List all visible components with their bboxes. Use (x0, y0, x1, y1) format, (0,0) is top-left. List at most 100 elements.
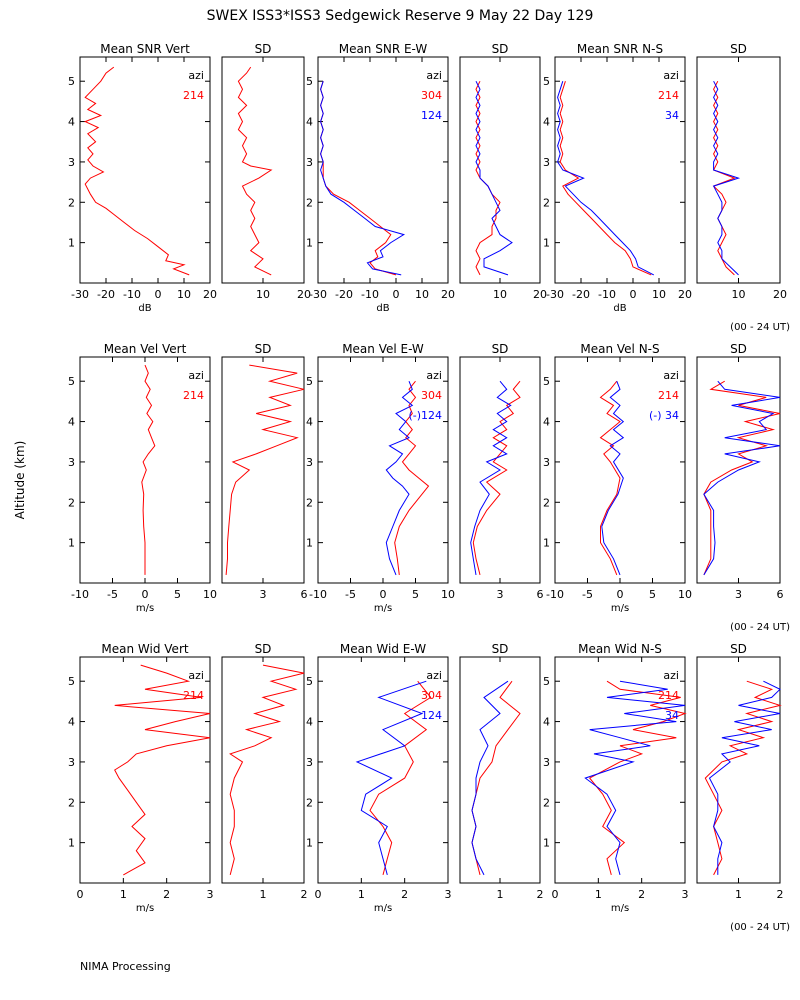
y-tick-label: 3 (68, 156, 75, 169)
y-tick-label: 1 (68, 537, 75, 550)
series-line-(-) 34 (601, 381, 625, 576)
panel-title: Mean Wid E-W (340, 642, 426, 656)
y-tick-label: 3 (306, 456, 313, 469)
series-line-214 (237, 66, 273, 276)
y-tick-label: 5 (306, 675, 313, 688)
panel-2-0: Mean Wid Vert 0 1 2 3 1 2 3 4 5 m/s azi 214 (68, 642, 214, 914)
y-tick-label: 1 (306, 237, 313, 250)
y-tick-label: 2 (543, 496, 550, 509)
legend-entry: (-)124 (408, 409, 442, 422)
x-tick-label: 1 (497, 888, 504, 901)
x-tick-label: 10 (441, 588, 455, 601)
panel-0-2: Mean SNR E-W -30 -20 -10 0 10 20 1 2 3 4 5 dB azi 304 1… (306, 42, 455, 314)
x-tick-label: 20 (203, 288, 217, 301)
panel-0-1: SD 10 20 (221, 42, 311, 301)
y-tick-label: 4 (543, 716, 550, 729)
panel-title: SD (255, 642, 272, 656)
panel-frame (221, 56, 305, 284)
series-line-214 (229, 664, 305, 876)
x-axis-label: m/s (136, 603, 154, 614)
panel-title: Mean Wid N-S (578, 642, 662, 656)
y-tick-label: 1 (68, 237, 75, 250)
x-tick-label: 0 (380, 588, 387, 601)
x-tick-label: 0 (315, 888, 322, 901)
series-line-214 (599, 380, 621, 576)
x-axis-label: m/s (611, 903, 629, 914)
legend-entry: 34 (665, 109, 679, 122)
panel-title: SD (255, 342, 272, 356)
x-tick-label: 6 (777, 588, 784, 601)
series-line-214 (225, 364, 305, 575)
x-tick-label: 2 (638, 888, 645, 901)
y-tick-label: 4 (68, 416, 75, 429)
y-tick-label: 3 (306, 756, 313, 769)
x-tick-label: 2 (401, 888, 408, 901)
panel-0-0: Mean SNR Vert -30 -20 -10 0 10 20 1 2 3 4 5 dB azi 214 (68, 42, 217, 314)
y-tick-label: 3 (68, 456, 75, 469)
x-tick-label: 20 (533, 288, 547, 301)
legend-entry: 214 (658, 89, 679, 102)
panel-2-1: SD 1 2 (221, 642, 308, 901)
series-line-34 (712, 80, 741, 276)
y-tick-label: 4 (306, 416, 313, 429)
series-line-214 (712, 80, 736, 276)
series-line-124 (470, 380, 512, 575)
panel-1-5: SD 3 6 (696, 342, 784, 601)
panel-1-4: Mean Vel N-S -10 -5 0 5 10 1 2 3 4 5 m/s azi 214 (-) 3… (543, 342, 692, 614)
panel-frame (696, 56, 781, 284)
series-line-34 (584, 680, 686, 876)
legend-entry: 304 (421, 389, 442, 402)
panel-1-1: SD 3 6 (221, 342, 308, 601)
panel-title: SD (730, 42, 747, 56)
y-tick-label: 3 (543, 456, 550, 469)
panel-1-3: SD 3 6 (459, 342, 544, 601)
x-tick-label: 10 (493, 288, 507, 301)
x-tick-label: 0 (77, 888, 84, 901)
legend-entry: 214 (183, 389, 204, 402)
y-tick-label: 5 (306, 75, 313, 88)
panel-0-3: SD 10 20 (459, 42, 547, 301)
series-line-304 (320, 81, 397, 276)
panel-title: Mean SNR N-S (577, 42, 663, 56)
x-tick-label: 1 (260, 888, 267, 901)
series-line-34 (708, 680, 781, 875)
y-tick-label: 4 (306, 716, 313, 729)
panel-0-5: SD 10 20 (696, 42, 787, 301)
x-tick-label: 2 (163, 888, 170, 901)
y-tick-label: 3 (543, 156, 550, 169)
x-tick-label: 0 (393, 288, 400, 301)
figure-title: SWEX ISS3*ISS3 Sedgewick Reserve 9 May 2… (207, 8, 594, 24)
x-tick-label: -10 (309, 588, 327, 601)
x-tick-label: -5 (582, 588, 593, 601)
x-tick-label: 5 (649, 588, 656, 601)
x-tick-label: 2 (301, 888, 308, 901)
y-tick-label: 1 (68, 837, 75, 850)
panel-0-4: Mean SNR N-S-30 -20 -10 0 10 2012345dBazi2143… (543, 42, 692, 314)
legend-entry: (-) 34 (649, 409, 679, 422)
y-tick-label: 5 (306, 375, 313, 388)
legend-entry: 214 (658, 389, 679, 402)
panel-title: Mean Vel Vert (104, 342, 187, 356)
y-tick-label: 1 (543, 837, 550, 850)
y-tick-label: 5 (543, 675, 550, 688)
panel-title: Mean Vel E-W (342, 342, 424, 356)
panels-group: Mean SNR Vert-30 -20 -10 0 10 2012345dBazi214… (68, 42, 787, 914)
panel-frame (317, 56, 449, 284)
y-tick-label: 4 (68, 716, 75, 729)
x-tick-label: -30 (546, 288, 564, 301)
altitude-axis-label: Altitude (km) (13, 441, 27, 520)
x-tick-label: 10 (177, 288, 191, 301)
footer-processing-note: NIMA Processing (80, 960, 171, 973)
legend-header: azi (663, 669, 679, 682)
panel-title: Mean SNR Vert (100, 42, 190, 56)
x-tick-label: -5 (107, 588, 118, 601)
legend-header: azi (188, 669, 204, 682)
x-tick-label: 2 (777, 888, 784, 901)
series-line-124 (475, 80, 513, 276)
x-axis-label: m/s (136, 903, 154, 914)
x-axis-label: dB (138, 303, 151, 314)
y-tick-label: 1 (543, 237, 550, 250)
x-tick-label: -5 (345, 588, 356, 601)
